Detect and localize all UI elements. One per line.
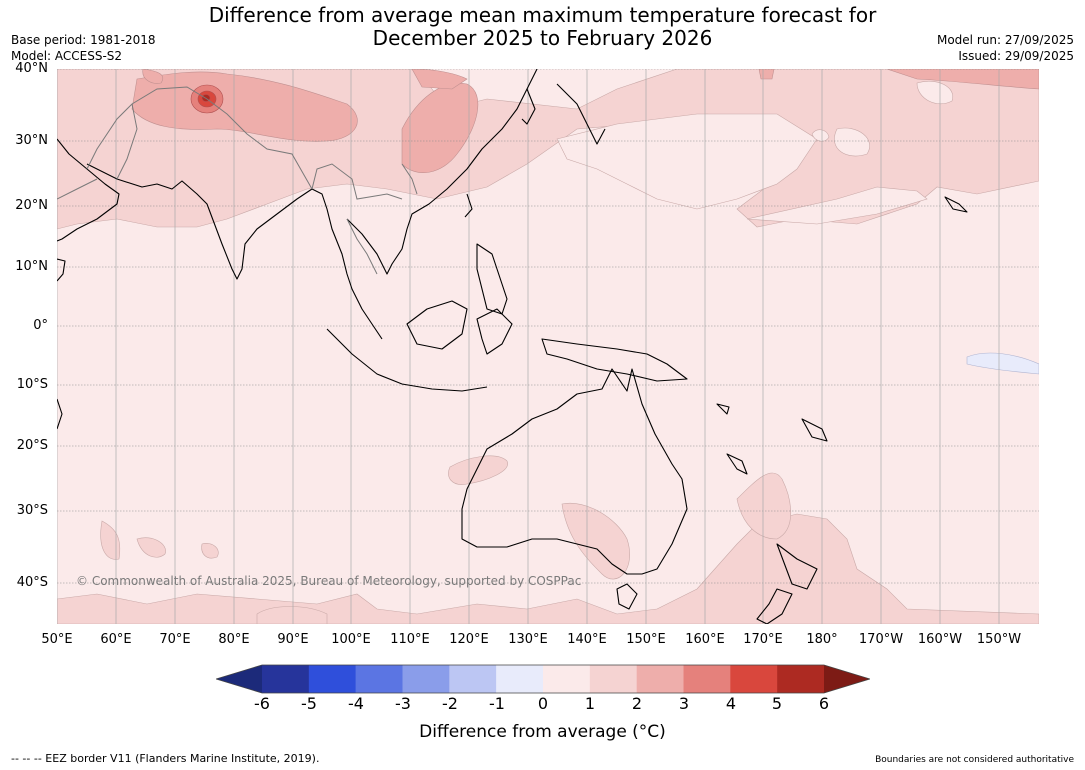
cb-tick-m5: -5 bbox=[301, 694, 317, 713]
meta-right: Model run: 27/09/2025 Issued: 29/09/2025 bbox=[937, 32, 1074, 64]
cb-tick-m1: -1 bbox=[489, 694, 505, 713]
lat-label-20s: 20°S bbox=[16, 438, 48, 453]
colorbar-cell bbox=[355, 665, 403, 693]
lon-label-50e: 50°E bbox=[41, 632, 73, 647]
lat-label-10s: 10°S bbox=[16, 377, 48, 392]
colorbar-cell bbox=[730, 665, 778, 693]
lat-label-40s: 40°S bbox=[16, 575, 48, 590]
lat-label-10n: 10°N bbox=[15, 259, 48, 274]
lon-label-120e: 120°E bbox=[449, 632, 489, 647]
eez-border-note: -- -- -- EEZ border V11 (Flanders Marine… bbox=[11, 752, 320, 765]
lat-label-20n: 20°N bbox=[15, 198, 48, 213]
colorbar-cell bbox=[777, 665, 825, 693]
lon-label-150e: 150°E bbox=[626, 632, 666, 647]
lon-label-160w: 160°W bbox=[917, 632, 963, 647]
lon-label-80e: 80°E bbox=[218, 632, 250, 647]
colorbar-cell bbox=[543, 665, 591, 693]
lat-label-30n: 30°N bbox=[15, 133, 48, 148]
cb-tick-4: 4 bbox=[725, 694, 737, 713]
boundaries-disclaimer: Boundaries are not considered authoritat… bbox=[875, 755, 1074, 765]
cb-tick-6: 6 bbox=[818, 694, 830, 713]
lat-label-0: 0° bbox=[33, 318, 48, 333]
cb-tick-2: 2 bbox=[631, 694, 643, 713]
title-line-1: Difference from average mean maximum tem… bbox=[208, 3, 877, 27]
lat-label-30s: 30°S bbox=[16, 503, 48, 518]
cb-tick-m2: -2 bbox=[442, 694, 458, 713]
cb-tick-m4: -4 bbox=[348, 694, 364, 713]
colorbar-cell bbox=[636, 665, 684, 693]
colorbar-cells bbox=[262, 665, 825, 693]
cb-tick-m6: -6 bbox=[254, 694, 270, 713]
map-title: Difference from average mean maximum tem… bbox=[0, 4, 1085, 50]
cb-tick-m3: -3 bbox=[395, 694, 411, 713]
base-period: Base period: 1981-2018 bbox=[11, 33, 156, 47]
anomaly-regions-2-3 bbox=[131, 69, 1039, 173]
meta-left: Base period: 1981-2018 Model: ACCESS-S2 bbox=[11, 32, 156, 64]
colorbar-cell bbox=[449, 665, 497, 693]
colorbar-cell bbox=[262, 665, 310, 693]
model-run: Model run: 27/09/2025 bbox=[936, 33, 1074, 47]
lon-label-160e: 160°E bbox=[685, 632, 725, 647]
forecast-map: © Commonwealth of Australia 2025, Bureau… bbox=[57, 69, 1039, 624]
lon-label-170w: 170°W bbox=[858, 632, 904, 647]
colorbar-outline bbox=[216, 664, 870, 694]
lon-label-70e: 70°E bbox=[159, 632, 191, 647]
lon-label-170e: 170°E bbox=[743, 632, 783, 647]
colorbar-under-arrow bbox=[216, 665, 262, 693]
colorbar-over-arrow bbox=[824, 665, 870, 693]
lat-label-40n: 40°N bbox=[15, 61, 48, 76]
country-borders bbox=[57, 86, 418, 275]
colorbar-cell bbox=[308, 665, 356, 693]
cb-tick-0: 0 bbox=[537, 694, 549, 713]
lon-label-90e: 90°E bbox=[277, 632, 309, 647]
lon-label-140e: 140°E bbox=[567, 632, 607, 647]
cb-tick-3: 3 bbox=[678, 694, 690, 713]
lon-label-130e: 130°E bbox=[508, 632, 548, 647]
anomaly-regions-below-1 bbox=[556, 81, 954, 225]
lon-label-100e: 100°E bbox=[331, 632, 371, 647]
lon-label-60e: 60°E bbox=[100, 632, 132, 647]
colorbar-cell bbox=[496, 665, 544, 693]
copyright-text: © Commonwealth of Australia 2025, Bureau… bbox=[76, 574, 581, 588]
issued-date: Issued: 29/09/2025 bbox=[958, 49, 1074, 63]
colorbar-title: Difference from average (°C) bbox=[419, 722, 666, 742]
coastlines bbox=[57, 69, 968, 624]
title-line-2: December 2025 to February 2026 bbox=[372, 26, 713, 50]
lon-label-180: 180° bbox=[806, 632, 838, 647]
colorbar-cell bbox=[683, 665, 731, 693]
cb-tick-5: 5 bbox=[771, 694, 783, 713]
anomaly-region-cool bbox=[966, 352, 1039, 375]
lon-label-110e: 110°E bbox=[390, 632, 430, 647]
colorbar-cell bbox=[402, 665, 450, 693]
cb-tick-1: 1 bbox=[584, 694, 596, 713]
lon-label-150w: 150°W bbox=[976, 632, 1022, 647]
colorbar bbox=[216, 664, 870, 694]
model-name: Model: ACCESS-S2 bbox=[11, 49, 123, 63]
colorbar-cell bbox=[589, 665, 637, 693]
gridlines bbox=[57, 69, 1039, 624]
